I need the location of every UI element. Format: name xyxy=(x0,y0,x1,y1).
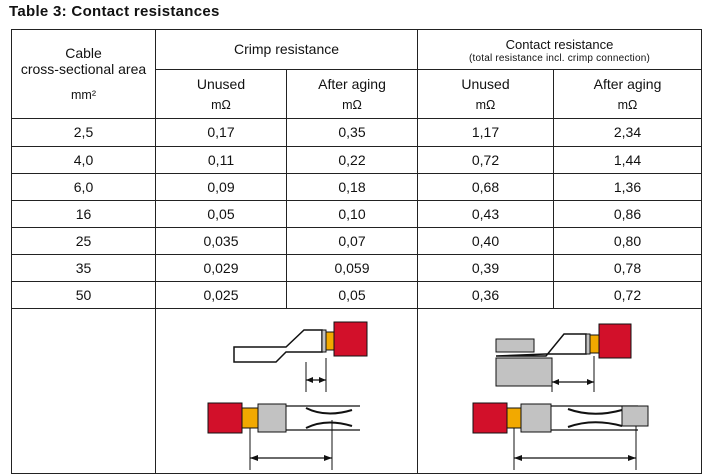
subheader-name: Unused xyxy=(461,76,510,93)
area-cell: 16 xyxy=(11,199,156,228)
contact-resistance-label: Contact resistance xyxy=(505,36,614,52)
subheader-name: After aging xyxy=(318,76,386,93)
crimp-band xyxy=(241,407,259,429)
cable-insulation xyxy=(207,402,243,434)
crimp-aged-cell: 0,35 xyxy=(286,118,418,147)
crimp-unused-cell: 0,029 xyxy=(155,253,287,283)
crimp-aged-cell: 0,18 xyxy=(286,172,418,201)
crimp-aged-cell: 0,10 xyxy=(286,199,418,228)
contact-side-view xyxy=(495,323,632,392)
conductor-band xyxy=(321,329,327,353)
contact-aged-cell: 1,36 xyxy=(552,172,703,201)
contact-aged-cell: 0,80 xyxy=(552,226,703,255)
figure-row xyxy=(11,308,703,474)
crimp-unused-cell: 0,025 xyxy=(155,281,287,310)
contact-top-view xyxy=(472,402,649,470)
cable-header-line1: Cable xyxy=(65,45,102,62)
crimp-barrel xyxy=(257,403,287,433)
area-cell: 50 xyxy=(11,281,156,310)
contact-unused-cell: 0,43 xyxy=(417,199,554,228)
cable-insulation xyxy=(333,321,368,357)
area-cell: 35 xyxy=(11,253,156,283)
crimp-unused-cell: 0,05 xyxy=(155,199,287,228)
contact-resistance-diagram xyxy=(472,323,649,470)
area-cell: 2,5 xyxy=(11,118,156,147)
contact-aged-cell: 2,34 xyxy=(552,118,703,147)
contact-unused-cell: 1,17 xyxy=(417,118,554,147)
measure-arrows xyxy=(306,376,326,383)
crimp-band xyxy=(589,334,600,354)
contact-unused-cell: 0,36 xyxy=(417,281,554,310)
cable-insulation xyxy=(598,323,632,359)
crimp-unused-cell: 0,17 xyxy=(155,118,287,147)
table-row: 6,0 0,09 0,18 0,68 1,36 xyxy=(11,172,703,201)
subheader-unit: mΩ xyxy=(617,98,638,113)
crimp-barrel xyxy=(520,403,552,433)
area-cell: 25 xyxy=(11,226,156,255)
contact-aged-cell: 0,86 xyxy=(552,199,703,228)
contact-resistance-header: Contact resistance (total resistance inc… xyxy=(416,28,703,71)
contact-unused-cell: 0,68 xyxy=(417,172,554,201)
contact-aged-cell: 0,78 xyxy=(552,253,703,283)
cable-insulation xyxy=(472,402,508,434)
contact-unused-cell: 0,72 xyxy=(417,145,554,174)
table-row: 35 0,029 0,059 0,39 0,78 xyxy=(11,253,703,283)
crimp-unused-cell: 0,11 xyxy=(155,145,287,174)
subheader-unit: mΩ xyxy=(211,98,231,113)
mating-contact xyxy=(495,357,553,387)
cable-area-header: Cable cross-sectional area mm² xyxy=(11,28,156,120)
subheader-unit: mΩ xyxy=(475,98,496,113)
subheader-name: After aging xyxy=(593,76,662,93)
table-row: 50 0,025 0,05 0,36 0,72 xyxy=(11,281,703,310)
subheader-name: Unused xyxy=(196,76,246,93)
table-title: Table 3: Contact resistances xyxy=(9,3,220,20)
contact-unused-cell: 0,39 xyxy=(417,253,554,283)
subheader-crimp-aged: After aging mΩ xyxy=(286,69,418,120)
crimp-aged-cell: 0,05 xyxy=(286,281,418,310)
contact-unused-cell: 0,40 xyxy=(417,226,554,255)
crimp-top-view xyxy=(207,402,360,470)
crimp-resistance-diagram xyxy=(207,321,368,470)
table-row: 4,0 0,11 0,22 0,72 1,44 xyxy=(11,145,703,174)
crimp-aged-cell: 0,059 xyxy=(286,253,418,283)
area-cell: 6,0 xyxy=(11,172,156,201)
area-cell: 4,0 xyxy=(11,145,156,174)
subheader-contact-unused: Unused mΩ xyxy=(417,69,554,120)
crimp-side-view xyxy=(233,321,368,392)
table-row: 2,5 0,17 0,35 1,17 2,34 xyxy=(11,118,703,147)
contact-resistance-note: (total resistance incl. crimp connection… xyxy=(468,52,651,64)
table-row: 16 0,05 0,10 0,43 0,86 xyxy=(11,199,703,228)
cable-header-line2: cross-sectional area xyxy=(20,61,147,78)
crimp-aged-cell: 0,07 xyxy=(286,226,418,255)
crimp-aged-cell: 0,22 xyxy=(286,145,418,174)
crimp-resistance-label: Crimp resistance xyxy=(233,41,340,58)
mating-pin xyxy=(621,405,649,427)
subheader-contact-aged: After aging mΩ xyxy=(552,69,703,120)
cable-header-unit: mm² xyxy=(71,88,96,103)
crimp-unused-cell: 0,09 xyxy=(155,172,287,201)
contact-resistance-table: Cable cross-sectional area mm² Crimp res… xyxy=(11,28,703,474)
crimp-band xyxy=(506,407,522,429)
table-row: 25 0,035 0,07 0,40 0,80 xyxy=(11,226,703,255)
contact-aged-cell: 1,44 xyxy=(552,145,703,174)
subheader-crimp-unused: Unused mΩ xyxy=(155,69,287,120)
empty-figure-cell xyxy=(11,308,156,474)
crimp-unused-cell: 0,035 xyxy=(155,226,287,255)
contact-aged-cell: 0,72 xyxy=(552,281,703,310)
subheader-unit: mΩ xyxy=(342,98,362,113)
crimp-measurement-figure xyxy=(155,308,418,474)
crimp-resistance-header: Crimp resistance xyxy=(155,28,418,71)
crimp-band xyxy=(325,331,335,351)
contact-measurement-figure xyxy=(416,308,703,474)
